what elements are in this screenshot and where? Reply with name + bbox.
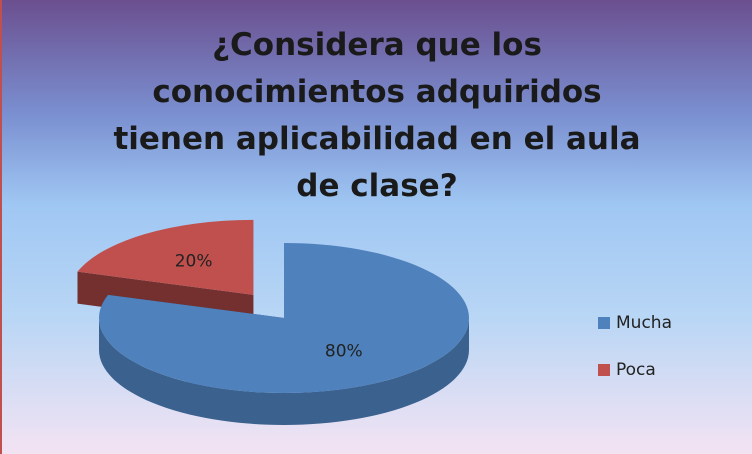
legend-swatch xyxy=(598,364,610,376)
legend-label: Poca xyxy=(616,360,656,380)
slice xyxy=(99,243,470,394)
legend-label: Mucha xyxy=(616,313,672,333)
data-label: 80% xyxy=(325,341,363,361)
slice-side xyxy=(99,318,469,425)
chart-title: ¿Considera que los conocimientos adquiri… xyxy=(113,27,641,204)
data-label: 20% xyxy=(175,251,213,271)
slice xyxy=(77,219,254,295)
legend-swatch xyxy=(598,317,610,329)
